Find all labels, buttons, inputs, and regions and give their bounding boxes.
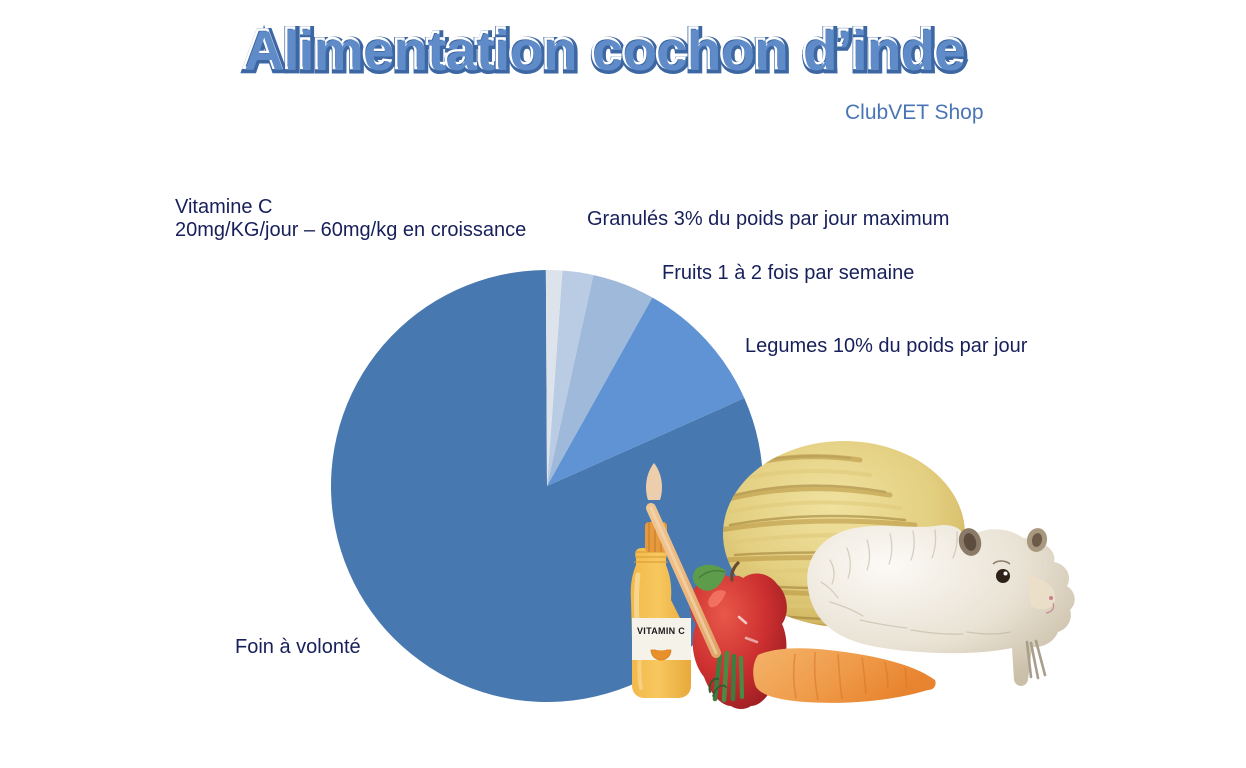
svg-text:VITAMIN C: VITAMIN C [637,626,685,636]
